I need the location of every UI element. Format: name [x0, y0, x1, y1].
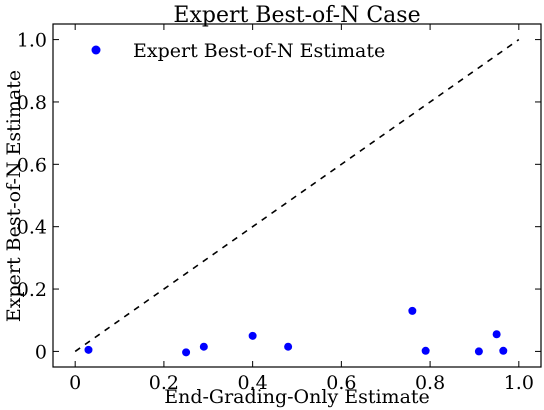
reference-line-layer	[74, 38, 520, 353]
data-point	[474, 347, 483, 356]
x-tick-label: 0.4	[238, 372, 268, 394]
data-point	[284, 342, 293, 351]
data-point	[84, 345, 93, 354]
y-tick-label: 0.6	[17, 154, 47, 176]
x-tick-label: 0.2	[149, 372, 179, 394]
x-tick-label: 0	[69, 372, 81, 394]
data-point	[492, 330, 501, 339]
data-point-layer	[84, 306, 508, 357]
y-axis-label: Expert Best-of-N Estimate	[3, 70, 25, 322]
x-tick-label: 0.6	[326, 372, 356, 394]
reference-line-dashed	[74, 38, 520, 353]
data-point	[248, 331, 257, 340]
data-point	[182, 348, 191, 357]
data-point	[499, 346, 508, 355]
x-axis-label: End-Grading-Only Estimate	[164, 386, 430, 408]
legend: Expert Best-of-N Estimate	[91, 40, 385, 62]
x-tick-label: 0.8	[415, 372, 445, 394]
tick-layer: 0 0.2 0.4 0.6 0.8 1.0 0 0.2 0.4 0.6 0.8 1.0	[17, 24, 541, 394]
x-tick-label: 1.0	[504, 372, 534, 394]
data-point	[199, 342, 208, 351]
y-tick-label: 0.4	[17, 217, 47, 239]
y-tick-label: 0	[35, 341, 47, 363]
plot-frame	[52, 23, 542, 368]
legend-label: Expert Best-of-N Estimate	[133, 40, 385, 62]
legend-marker	[91, 45, 101, 55]
data-point	[408, 306, 417, 315]
data-point	[421, 346, 430, 355]
y-tick-label: 1.0	[17, 30, 47, 52]
y-tick-label: 0.2	[17, 279, 47, 301]
y-tick-label: 0.8	[17, 92, 47, 114]
